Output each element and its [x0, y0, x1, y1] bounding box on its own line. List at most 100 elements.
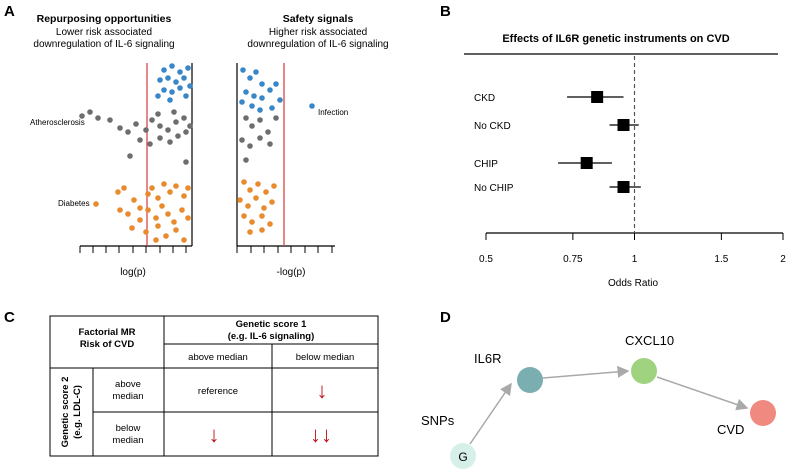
left-subtitle-2: downregulation of IL-6 signaling [33, 39, 174, 50]
grey-point [107, 117, 113, 123]
orange-point [155, 223, 161, 229]
forest-row-label: No CKD [474, 121, 511, 132]
orange-point [237, 197, 243, 203]
grey-point [157, 135, 163, 141]
blue-point [239, 99, 245, 105]
grey-point [167, 139, 173, 145]
blue-point [161, 87, 167, 93]
caption-snps: SNPs [421, 413, 455, 428]
orange-point [165, 211, 171, 217]
cell-below-above-arrow: ↓ [209, 422, 220, 447]
grey-point [249, 123, 255, 129]
caption-il6r: IL6R [474, 351, 501, 366]
orange-point [185, 185, 191, 191]
forest-row-label: CHIP [474, 159, 498, 170]
forest-tick-label: 0.75 [563, 254, 583, 265]
scatter-points [79, 63, 315, 243]
grey-point [187, 123, 193, 129]
cell-above-below-arrow: ↓ [317, 378, 328, 403]
col-below-median: below median [296, 352, 355, 363]
point-label-infection: Infection [318, 108, 348, 117]
col-header-line2: (e.g. IL-6 signaling) [228, 331, 315, 342]
grey-point [265, 129, 271, 135]
right-xlabel: -log(p) [277, 267, 306, 278]
orange-point [161, 181, 167, 187]
orange-point [137, 205, 143, 211]
orange-point [267, 221, 273, 227]
orange-point [181, 237, 187, 243]
blue-point [243, 89, 249, 95]
left-subtitle-1: Lower risk associated [56, 27, 152, 38]
orange-point [255, 181, 261, 187]
right-title: Safety signals [283, 13, 354, 25]
grey-point [267, 141, 273, 147]
edge-cxcl10-cvd [656, 376, 749, 411]
panel-c [49, 315, 379, 457]
orange-point [117, 207, 123, 213]
forest-tick-label: 2 [780, 254, 786, 265]
blue-point [185, 65, 191, 71]
forest-tick-label: 0.5 [479, 254, 493, 265]
orange-point [137, 217, 143, 223]
grey-point [125, 129, 131, 135]
right-subtitle-2: downregulation of IL-6 signaling [247, 39, 388, 50]
blue-point [155, 93, 161, 99]
cell-below-below-arrows: ↓↓ [310, 422, 332, 447]
grey-point [243, 157, 249, 163]
grey-point [147, 141, 153, 147]
edge-snps-il6r [469, 382, 512, 445]
grey-point [181, 115, 187, 121]
orange-point [153, 237, 159, 243]
orange-point [263, 189, 269, 195]
orange-point [115, 189, 121, 195]
panel-c-text: Factorial MR Risk of CVD Genetic score 1… [60, 319, 354, 447]
blue-point [249, 103, 255, 109]
blue-point [247, 75, 253, 81]
edge-il6r-cxcl10 [542, 365, 630, 379]
panel-label-a: A [4, 3, 15, 20]
grey-point [87, 109, 93, 115]
orange-point [249, 219, 255, 225]
grey-point [137, 137, 143, 143]
row-label-atherosclerosis: Atherosclerosis [30, 118, 85, 127]
panel-label-c: C [4, 309, 15, 326]
blue-point [277, 97, 283, 103]
cell-above-above: reference [198, 386, 238, 397]
forest-row-label: CKD [474, 93, 495, 104]
orange-point [159, 203, 165, 209]
blue-point [259, 95, 265, 101]
panel-d: G SNPs IL6R CXCL10 CVD [421, 333, 776, 469]
orange-point [163, 233, 169, 239]
orange-point [179, 207, 185, 213]
orange-point [241, 179, 247, 185]
caption-cxcl10: CXCL10 [625, 333, 674, 348]
grey-point [165, 127, 171, 133]
node-cvd [750, 400, 776, 426]
grey-point [273, 115, 279, 121]
orange-point [245, 203, 251, 209]
orange-point [261, 205, 267, 211]
grey-point [79, 113, 85, 119]
forest-point [591, 91, 604, 103]
orange-point [121, 185, 127, 191]
blue-point [165, 75, 171, 81]
grey-point [127, 153, 133, 159]
node-il6r [517, 367, 543, 393]
grey-point [173, 119, 179, 125]
orange-point [247, 187, 253, 193]
orange-point [241, 213, 247, 219]
grey-point [143, 127, 149, 133]
forest-xlabel: Odds Ratio [608, 278, 658, 289]
row-label-diabetes: Diabetes [58, 199, 90, 208]
orange-point [155, 195, 161, 201]
blue-point [251, 93, 257, 99]
blue-point [273, 81, 279, 87]
orange-point [253, 195, 259, 201]
orange-point [145, 191, 151, 197]
panel-label-d: D [440, 309, 451, 326]
forest-point [580, 157, 593, 169]
forest-title: Effects of IL6R genetic instruments on C… [502, 33, 729, 45]
blue-point [309, 103, 315, 109]
row-header-line2: (e.g. LDL-C) [72, 385, 83, 439]
row-below-line1: below [116, 423, 141, 434]
